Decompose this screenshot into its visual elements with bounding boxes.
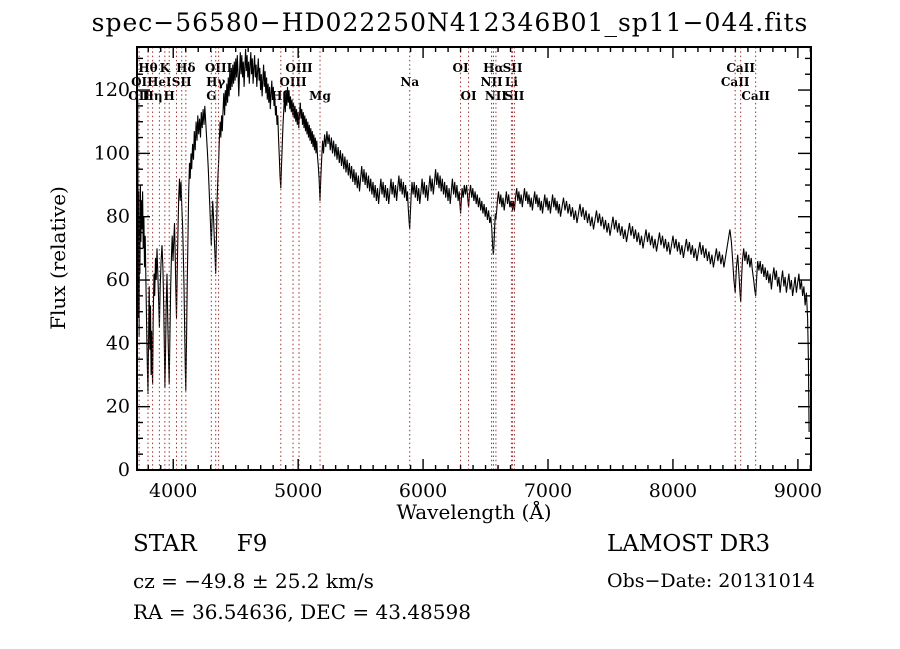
y-tick-label-0: 0	[118, 459, 130, 481]
line-label-SII: SII	[503, 61, 523, 75]
x-tick-label-6000: 6000	[399, 480, 447, 502]
y-tick-label-100: 100	[94, 142, 130, 164]
line-label-Mg: Mg	[309, 89, 331, 103]
line-label-CaII: CaII	[726, 61, 755, 75]
axis-ticks	[137, 47, 812, 471]
obs-date: Obs−Date: 20131014	[607, 570, 815, 592]
y-tick-label-120: 120	[94, 79, 130, 101]
x-tick-label-4000: 4000	[149, 480, 197, 502]
line-label-SII: SII	[504, 89, 524, 103]
ra-dec-value: RA = 36.54636, DEC = 43.48598	[133, 600, 471, 624]
object-class: STAR	[133, 531, 197, 557]
line-label-OI: OI	[453, 61, 469, 75]
line-label-NII: NII	[485, 89, 508, 103]
line-label-K: K	[160, 61, 171, 75]
plot-frame	[136, 46, 812, 471]
y-tick-labels: 0 20 40 60 80 100 120	[94, 79, 130, 481]
line-label-OIII: OIII	[285, 61, 313, 75]
object-class-line: STAR F9	[133, 531, 267, 557]
spectrum-line	[136, 48, 810, 433]
x-tick-label-9000: 9000	[774, 480, 822, 502]
line-label-OI: OI	[461, 89, 477, 103]
line-label-OII: OII	[128, 89, 150, 103]
cz-value: cz = −49.8 ± 25.2 km/s	[133, 569, 374, 593]
y-tick-label-80: 80	[106, 206, 130, 228]
line-label-H: H	[164, 89, 175, 103]
line-label-OIII: OIII	[205, 61, 233, 75]
y-tick-label-40: 40	[106, 332, 130, 354]
line-label-G: G	[206, 89, 216, 103]
line-label-CaII: CaII	[741, 89, 770, 103]
x-tick-labels: 4000 5000 6000 7000 8000 9000	[149, 480, 822, 502]
survey-release: LAMOST DR3	[607, 531, 771, 557]
y-tick-label-60: 60	[106, 269, 130, 291]
flux-spectrum-curve	[136, 48, 810, 433]
spectral-line-markers	[138, 47, 757, 470]
plot-box	[136, 46, 812, 471]
x-tick-label-7000: 7000	[524, 480, 572, 502]
chart-title: spec−56580−HD022250N412346B01_sp11−044.f…	[91, 8, 809, 37]
line-label-Hα: Hα	[483, 61, 504, 75]
line-label-Hδ: Hδ	[176, 61, 195, 75]
object-subclass: F9	[236, 531, 268, 557]
x-tick-label-5000: 5000	[274, 480, 322, 502]
y-tick-label-20: 20	[106, 396, 130, 418]
x-axis-label: Wavelength (Å)	[396, 500, 552, 524]
x-tick-label-8000: 8000	[649, 480, 697, 502]
